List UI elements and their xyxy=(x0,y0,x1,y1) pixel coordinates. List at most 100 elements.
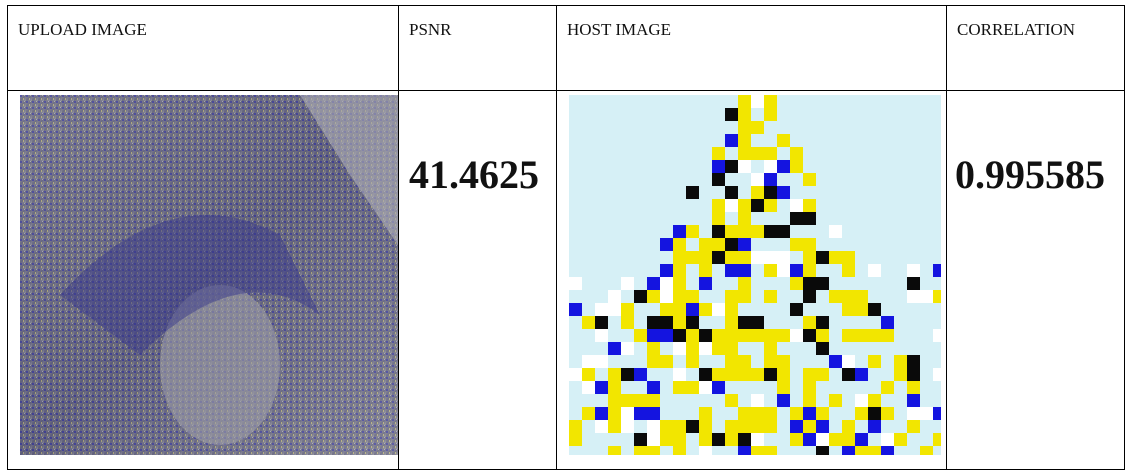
pixel xyxy=(673,368,686,381)
pixel xyxy=(647,316,660,329)
pixel xyxy=(881,316,894,329)
results-table: UPLOAD IMAGE PSNR HOST IMAGE CORRELATION xyxy=(7,5,1125,465)
image-cell xyxy=(7,90,399,470)
pixel xyxy=(868,407,881,420)
pixel xyxy=(816,433,829,446)
pixel xyxy=(725,251,738,264)
pixel xyxy=(712,368,725,381)
pixel xyxy=(816,316,829,329)
pixel xyxy=(803,381,816,394)
pixel xyxy=(933,290,941,303)
pixel xyxy=(764,290,777,303)
pixel xyxy=(686,290,699,303)
pixel xyxy=(686,303,699,316)
pixel xyxy=(608,420,621,433)
pixel xyxy=(712,342,725,355)
pixel xyxy=(842,303,855,316)
pixel xyxy=(738,316,751,329)
pixel xyxy=(803,277,816,290)
pixel xyxy=(764,225,777,238)
pixel xyxy=(738,108,751,121)
pixel xyxy=(738,329,751,342)
pixel xyxy=(595,329,608,342)
pixel xyxy=(751,95,764,108)
header-cell: HOST IMAGE xyxy=(556,5,947,91)
image-cell xyxy=(556,90,947,470)
pixel xyxy=(699,420,712,433)
pixel xyxy=(634,394,647,407)
pixel xyxy=(777,251,790,264)
pixel xyxy=(569,433,582,446)
pixel xyxy=(725,160,738,173)
pixel xyxy=(699,277,712,290)
pixel xyxy=(725,394,738,407)
pixel xyxy=(634,290,647,303)
pixel xyxy=(738,446,751,455)
pixel xyxy=(660,316,673,329)
pixel xyxy=(829,251,842,264)
pixel xyxy=(725,134,738,147)
pixel xyxy=(647,277,660,290)
pixel xyxy=(660,264,673,277)
pixel xyxy=(699,407,712,420)
pixel xyxy=(842,368,855,381)
pixel xyxy=(699,329,712,342)
pixel xyxy=(790,407,803,420)
pixel xyxy=(738,199,751,212)
pixel xyxy=(725,238,738,251)
pixel xyxy=(738,238,751,251)
pixel xyxy=(699,342,712,355)
pixel xyxy=(738,420,751,433)
pixel xyxy=(790,147,803,160)
pixel xyxy=(816,342,829,355)
pixel xyxy=(764,186,777,199)
pixel xyxy=(673,264,686,277)
pixel xyxy=(803,433,816,446)
pixel xyxy=(725,420,738,433)
pixel xyxy=(829,355,842,368)
pixel xyxy=(582,368,595,381)
pixel xyxy=(634,329,647,342)
pixel xyxy=(621,277,634,290)
pixel xyxy=(647,433,660,446)
pixel xyxy=(751,433,764,446)
header-text: CORRELATION xyxy=(957,20,1075,39)
psnr-cell: 41.4625 xyxy=(398,90,557,470)
pixel xyxy=(829,225,842,238)
pixel xyxy=(686,186,699,199)
pixel xyxy=(647,329,660,342)
pixel xyxy=(816,420,829,433)
pixel xyxy=(816,446,829,455)
pixel xyxy=(712,303,725,316)
pixel xyxy=(569,277,582,290)
pixel xyxy=(803,368,816,381)
pixel xyxy=(738,368,751,381)
pixel xyxy=(686,225,699,238)
pixel xyxy=(816,277,829,290)
pixel xyxy=(803,199,816,212)
pixel xyxy=(777,329,790,342)
pixel xyxy=(764,160,777,173)
pixel xyxy=(738,251,751,264)
pixel xyxy=(751,251,764,264)
pixel xyxy=(881,446,894,455)
pixel xyxy=(868,329,881,342)
pixel xyxy=(881,433,894,446)
pixel xyxy=(751,225,764,238)
pixel xyxy=(738,277,751,290)
pixel xyxy=(582,407,595,420)
pixel xyxy=(803,420,816,433)
pixel xyxy=(621,316,634,329)
pixel xyxy=(712,381,725,394)
pixel xyxy=(686,420,699,433)
pixel xyxy=(790,329,803,342)
pixel xyxy=(621,420,634,433)
pixel xyxy=(647,446,660,455)
pixel xyxy=(764,407,777,420)
pixel xyxy=(777,186,790,199)
pixel xyxy=(673,342,686,355)
pixel xyxy=(582,355,595,368)
pixel xyxy=(764,108,777,121)
pixel xyxy=(855,368,868,381)
pixel xyxy=(764,95,777,108)
